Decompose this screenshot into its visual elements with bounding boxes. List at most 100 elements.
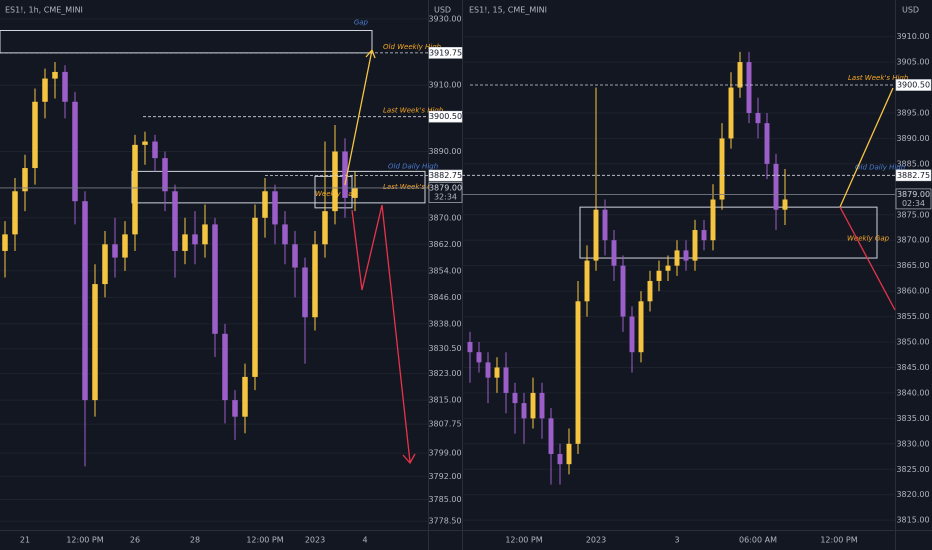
y-tick-label: 3823.00 — [428, 369, 461, 378]
candle-body — [92, 284, 98, 401]
box-label: Weekly Gap — [847, 235, 890, 243]
candle-body — [312, 244, 318, 318]
candle-body — [32, 101, 38, 169]
candle-body — [656, 270, 662, 281]
x-tick-label: 2023 — [586, 536, 606, 545]
y-tick-label: 3890.00 — [896, 134, 929, 143]
price-tag — [895, 169, 932, 182]
candle-body — [192, 234, 198, 245]
candle-body — [22, 168, 28, 192]
gap-box — [131, 170, 426, 204]
box-label: Gap — [354, 18, 369, 26]
y-tick-label: 3855.00 — [896, 312, 929, 321]
price-tag — [428, 47, 463, 59]
candle-body — [242, 376, 248, 417]
y-tick-label: 3815.00 — [428, 396, 461, 405]
y-tick-label: 3870.00 — [896, 236, 929, 245]
y-tick-label: 3905.00 — [896, 58, 929, 67]
level-label: Old Weekly High — [383, 43, 441, 51]
candle-body — [102, 244, 108, 285]
candle-body — [674, 250, 680, 266]
projection-arrow — [839, 87, 894, 208]
candle-body — [485, 362, 491, 378]
candle-body — [737, 62, 743, 88]
x-tick-label: 12:00 PM — [505, 536, 542, 545]
y-tick-label: 3785.00 — [428, 495, 461, 504]
candle-body — [172, 191, 178, 251]
y-tick-label: 3862.00 — [428, 240, 461, 249]
y-tick-label: 3825.00 — [896, 465, 929, 474]
candle-body — [539, 392, 545, 419]
candle-body — [593, 209, 599, 261]
candle-body — [252, 217, 258, 377]
candle-body — [302, 267, 308, 318]
candle-body — [112, 244, 118, 258]
candle-body — [620, 265, 626, 317]
price-tag — [895, 79, 932, 91]
candle-body — [584, 260, 590, 302]
candle-body — [132, 144, 138, 235]
price-tag-label: 3879.00 — [429, 183, 462, 192]
price-tag-label: 3882.75 — [429, 171, 462, 180]
candle-body — [52, 71, 58, 79]
y-tick-label: 3885.00 — [896, 159, 929, 168]
candle-body — [12, 191, 18, 235]
candle-body — [272, 191, 278, 225]
candle-body — [202, 224, 208, 245]
candle-body — [182, 234, 188, 251]
y-tick-label: 3890.00 — [428, 147, 461, 156]
candle-body — [82, 201, 88, 401]
candle-body — [282, 224, 288, 245]
chart-title: ES1!, 15, CME_MINI — [469, 6, 547, 15]
y-tick-label: 3820.00 — [896, 490, 929, 499]
price-tag-label: 3900.50 — [897, 80, 930, 89]
gap-box — [579, 206, 878, 259]
level-label: Old Daily High — [855, 163, 905, 171]
candle-body — [575, 301, 581, 444]
candle-body — [665, 265, 671, 271]
level-label: Last Week's High — [848, 74, 908, 82]
y-tick-label: 3815.00 — [896, 516, 929, 525]
price-tag — [895, 188, 932, 210]
candle-body — [476, 352, 482, 363]
level-label: Old Daily High — [388, 163, 438, 171]
candle-body — [2, 234, 8, 251]
y-tick-label: 3830.00 — [896, 439, 929, 448]
x-tick-label: 21 — [20, 536, 30, 545]
x-tick-label: 12:00 PM — [246, 536, 283, 545]
projection-arrow — [351, 204, 411, 463]
candle-body — [566, 443, 572, 465]
y-tick-label: 3865.00 — [896, 261, 929, 270]
candle-body — [611, 240, 617, 266]
x-tick-label: 26 — [130, 536, 140, 545]
candle-body — [494, 367, 500, 378]
y-tick-label: 3850.00 — [896, 338, 929, 347]
candle-body — [152, 141, 158, 159]
candle-body — [322, 211, 328, 245]
candle-body — [683, 250, 689, 261]
candle-body — [548, 418, 554, 454]
y-tick-label: 3860.00 — [896, 287, 929, 296]
candle-body — [647, 280, 653, 302]
candle-body — [692, 230, 698, 261]
candle-body — [701, 230, 707, 241]
y-tick-label: 3830.50 — [428, 344, 461, 353]
plot-layer: 3930.00 3910.00 3890.00 3870.00 3862.00 3854.… — [0, 14, 932, 545]
candle-body — [746, 62, 752, 113]
candle-body — [629, 316, 635, 353]
candle-body — [521, 403, 527, 419]
x-tick-label: 12:00 PM — [820, 536, 857, 545]
candle-body — [292, 244, 298, 268]
countdown-label: 32:34 — [434, 192, 457, 201]
price-tag-label: 3900.50 — [429, 112, 462, 121]
candle-body — [232, 400, 238, 417]
candle-body — [512, 392, 518, 404]
price-tag-label: 3919.75 — [429, 48, 462, 57]
price-tag-label: 3882.75 — [897, 171, 930, 180]
x-tick-label: 06:00 AM — [739, 536, 777, 545]
x-tick-label: 2023 — [305, 536, 325, 545]
candle-body — [728, 87, 734, 139]
candle-body — [162, 158, 168, 192]
